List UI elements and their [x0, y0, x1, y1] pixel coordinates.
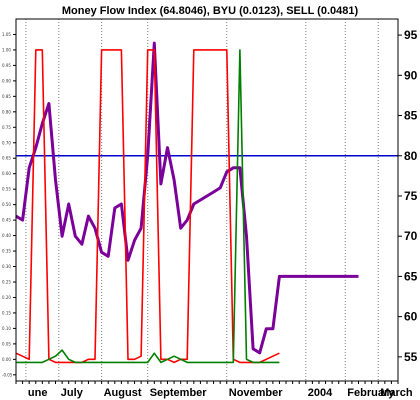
- x-axis-label-0: une: [28, 387, 48, 399]
- left-axis-tick-label-13: 0.60: [2, 171, 11, 176]
- left-axis-tick-label-15: 0.70: [2, 140, 11, 145]
- series-sell-line: [15, 49, 280, 364]
- right-axis-tick-label-3: 70: [404, 229, 418, 243]
- x-axis-label-5: 2004: [308, 387, 333, 399]
- left-axis-tick-label-2: 0.05: [2, 341, 11, 346]
- x-axis-label-3: September: [150, 387, 208, 399]
- left-axis-tick-label-4: 0.15: [2, 310, 11, 315]
- right-axis-tick-label-8: 95: [404, 28, 418, 42]
- right-axis-tick-label-4: 75: [404, 189, 418, 203]
- right-axis-tick-label-6: 85: [404, 109, 418, 123]
- left-axis-tick-label-12: 0.55: [2, 187, 11, 192]
- left-axis-tick-label-17: 0.80: [2, 109, 11, 114]
- series-layer: [15, 41, 398, 364]
- x-axis-label-7: March: [380, 387, 413, 399]
- right-axis-tick-label-1: 60: [404, 310, 418, 324]
- right-axis-tick-label-2: 65: [404, 269, 418, 283]
- left-axis-tick-label-3: 0.10: [2, 326, 11, 331]
- left-axis-tick-label-1: 0.00: [2, 357, 11, 362]
- chart-title: Money Flow Index (64.8046), BYU (0.0123)…: [62, 5, 359, 17]
- left-axis-tick-label-20: 0.95: [2, 63, 11, 68]
- axes: 55 60 65 70 75 80 85 90 95 -0.05 0.00 0.05 0.10 0.15 0…: [2, 18, 418, 399]
- series-buy-line: [16, 49, 280, 364]
- series-mfi-line: [15, 41, 359, 355]
- right-axis-tick-label-5: 80: [404, 149, 418, 163]
- x-axis-label-6: February: [347, 387, 395, 399]
- left-axis-tick-label-7: 0.30: [2, 264, 11, 269]
- x-axis-label-1: July: [61, 387, 84, 399]
- left-axis-tick-label-8: 0.35: [2, 249, 11, 254]
- left-axis-tick-label-18: 0.85: [2, 94, 11, 99]
- left-axis-tick-label-14: 0.65: [2, 156, 11, 161]
- left-axis-tick-label-10: 0.45: [2, 218, 11, 223]
- left-axis-tick-label-9: 0.40: [2, 233, 11, 238]
- left-axis-tick-label-11: 0.50: [2, 202, 11, 207]
- left-axis-tick-label-21: 1.00: [2, 47, 11, 52]
- left-axis-tick-label-16: 0.75: [2, 125, 11, 130]
- left-axis-tick-label-22: 1.05: [2, 32, 11, 37]
- left-axis-tick-label-19: 0.90: [2, 78, 11, 83]
- left-axis-tick-label-0: -0.05: [2, 372, 13, 377]
- left-axis-tick-label-5: 0.20: [2, 295, 11, 300]
- x-axis-label-4: November: [229, 387, 284, 399]
- right-axis-tick-label-7: 90: [404, 68, 418, 82]
- right-axis-tick-label-0: 55: [404, 350, 418, 364]
- x-axis-label-2: August: [104, 387, 142, 399]
- left-axis-tick-label-6: 0.25: [2, 279, 11, 284]
